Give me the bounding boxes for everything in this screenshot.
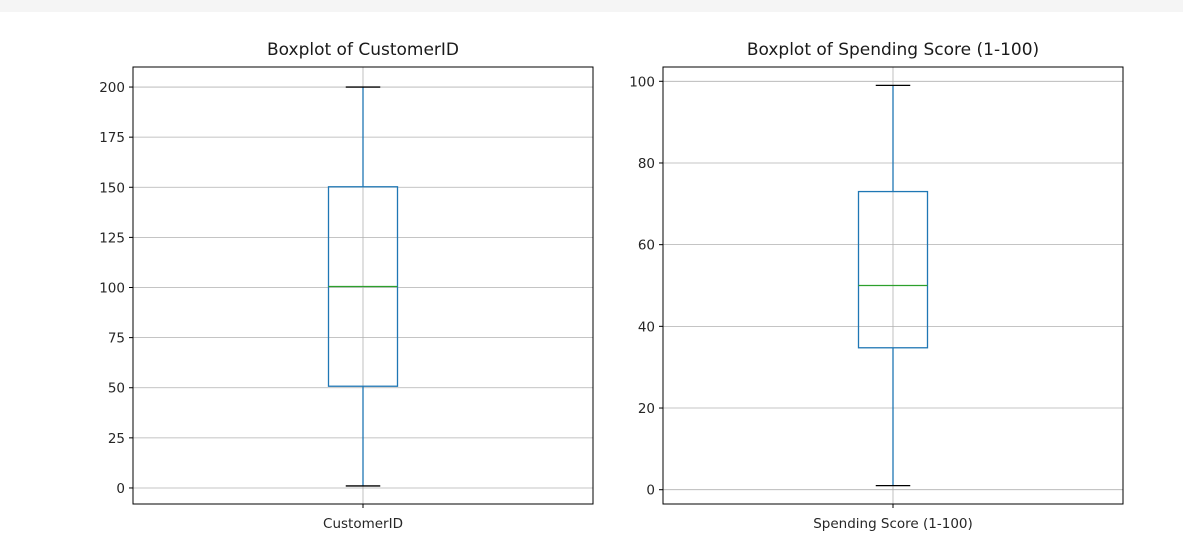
chart-title: Boxplot of CustomerID — [267, 40, 459, 60]
y-tick-label: 0 — [646, 483, 655, 499]
x-tick-label: Spending Score (1-100) — [813, 516, 973, 532]
subplot-spending-score: Boxplot of Spending Score (1-100) 0 20 40 6… — [629, 40, 1124, 532]
y-tick-label: 0 — [116, 481, 125, 497]
y-tick-label: 25 — [108, 431, 125, 447]
y-tick-label: 150 — [99, 180, 125, 196]
subplot-customerid: Boxplot of CustomerID 0 25 50 75 100 125 150 17… — [99, 40, 594, 532]
y-tick-label: 60 — [638, 238, 655, 254]
grid — [663, 67, 1123, 504]
y-tick-label: 40 — [638, 319, 655, 335]
y-tick-label: 200 — [99, 80, 125, 96]
y-ticks: 0 20 40 60 80 100 — [629, 74, 894, 508]
y-ticks: 0 25 50 75 100 125 150 175 200 — [99, 80, 364, 508]
y-tick-label: 20 — [638, 401, 655, 417]
y-tick-label: 80 — [638, 156, 655, 172]
iqr-box — [857, 190, 929, 349]
output-cell-header — [0, 0, 1183, 12]
y-tick-label: 100 — [629, 74, 655, 90]
x-tick-label: CustomerID — [323, 516, 403, 532]
chart-title: Boxplot of Spending Score (1-100) — [747, 40, 1039, 60]
y-tick-label: 175 — [99, 130, 125, 146]
y-tick-label: 50 — [108, 381, 125, 397]
boxplot — [327, 86, 399, 487]
y-tick-label: 100 — [99, 281, 125, 297]
boxplot — [857, 84, 929, 487]
y-tick-label: 75 — [108, 331, 125, 347]
y-tick-label: 125 — [99, 230, 125, 246]
